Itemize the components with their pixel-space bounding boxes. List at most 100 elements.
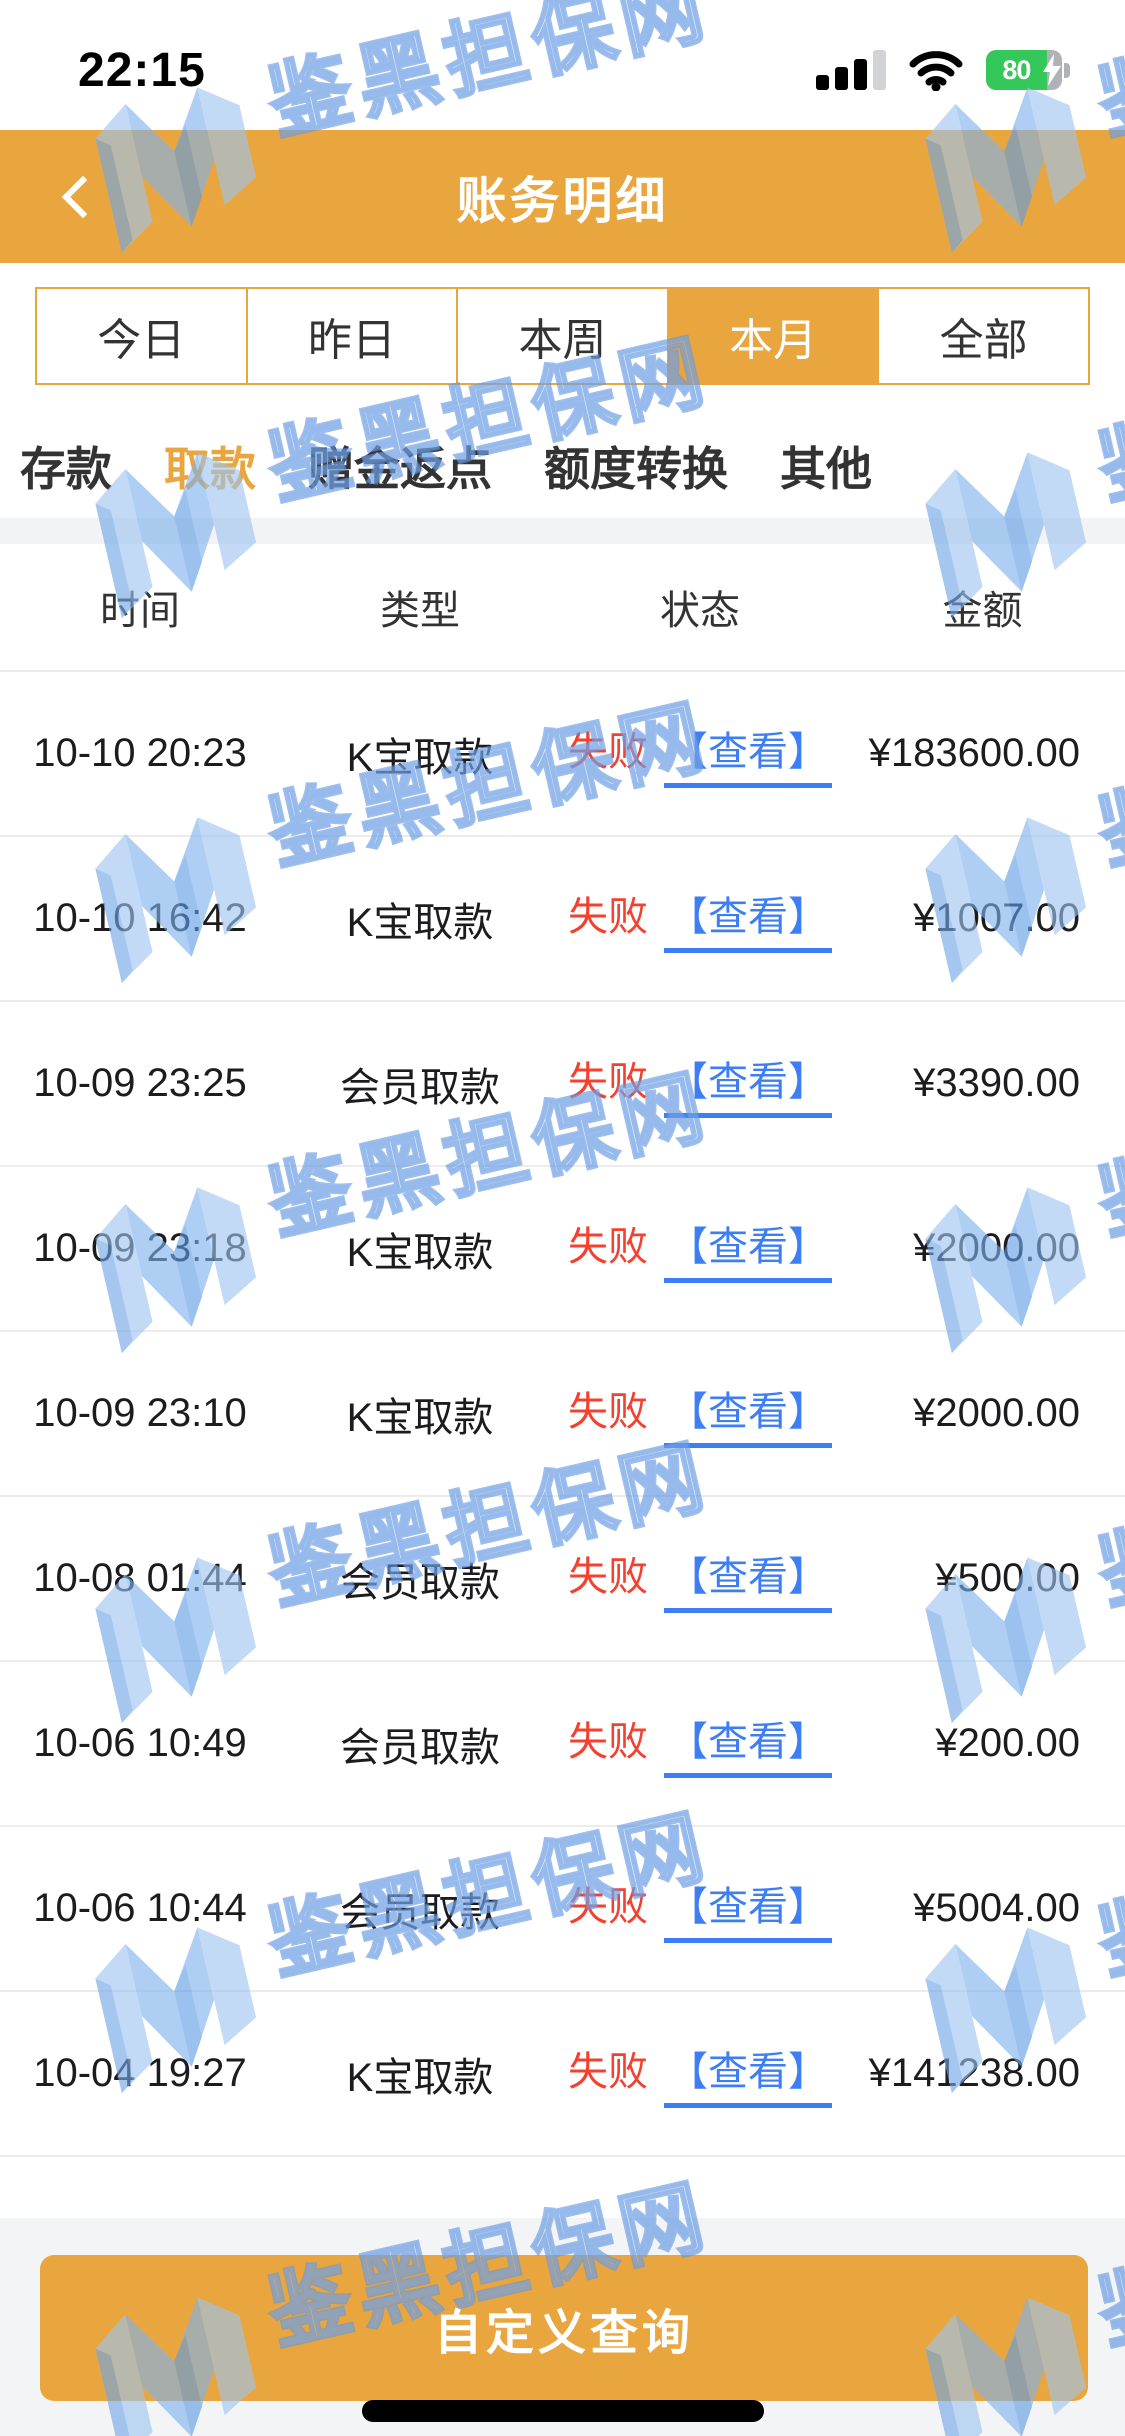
page-title: 账务明细	[456, 172, 669, 229]
table-row: 10-06 10:49 会员取款 失败 【查看】 ¥200.00	[0, 1662, 1125, 1827]
row-type: K宝取款	[346, 1395, 494, 1440]
clock: 22:15	[78, 43, 206, 97]
table-row: 10-04 19:27 K宝取款 失败 【查看】 ¥141238.00	[0, 1992, 1125, 2157]
date-tab-label: 本周	[518, 316, 607, 365]
row-status: 失败 【查看】	[560, 1544, 840, 1613]
row-time: 10-09 23:18	[33, 1226, 247, 1270]
category-tab-1[interactable]: 取款	[164, 443, 256, 495]
column-header-type: 类型	[380, 589, 460, 633]
row-type: K宝取款	[346, 900, 494, 945]
status-bar: 22:15 80	[0, 0, 1125, 130]
status-icons: 80	[816, 49, 1070, 91]
row-amount: ¥5004.00	[913, 1886, 1080, 1930]
table-row: 10-09 23:10 K宝取款 失败 【查看】 ¥2000.00	[0, 1332, 1125, 1497]
date-filter-tab-0[interactable]: 今日	[37, 289, 246, 383]
row-time: 10-08 01:44	[33, 1556, 247, 1600]
row-status: 失败 【查看】	[560, 1214, 840, 1283]
view-details-link[interactable]: 【查看】	[664, 1709, 832, 1778]
view-details-link[interactable]: 【查看】	[664, 1049, 832, 1118]
row-time: 10-09 23:10	[33, 1391, 247, 1435]
row-type: 会员取款	[340, 1065, 500, 1110]
row-type: K宝取款	[346, 735, 494, 780]
transactions-table: 时间 类型 状态 金额 10-10 20:23 K宝取款 失败 【查看】 ¥183…	[0, 544, 1125, 2157]
row-amount: ¥2000.00	[913, 1391, 1080, 1435]
row-status: 失败 【查看】	[560, 1049, 840, 1118]
date-filter-tab-2[interactable]: 本周	[456, 289, 667, 383]
status-failed-text: 失败	[568, 2050, 648, 2094]
table-header-row: 时间 类型 状态 金额	[0, 544, 1125, 672]
row-status: 失败 【查看】	[560, 719, 840, 788]
charging-bolt-icon	[1043, 54, 1061, 86]
row-amount: ¥141238.00	[868, 2051, 1080, 2095]
date-tab-label: 全部	[939, 316, 1028, 365]
category-tab-3[interactable]: 额度转换	[544, 443, 728, 495]
status-failed-text: 失败	[568, 1885, 648, 1929]
custom-query-button[interactable]: 自定义查询	[40, 2255, 1088, 2401]
column-header-time: 时间	[100, 589, 180, 633]
view-details-link[interactable]: 【查看】	[664, 1874, 832, 1943]
view-details-link[interactable]: 【查看】	[664, 1544, 832, 1613]
category-tabs: 存款 取款 赠金返点 额度转换 其他	[0, 418, 1125, 514]
view-details-link[interactable]: 【查看】	[664, 1379, 832, 1448]
row-amount: ¥200.00	[935, 1721, 1080, 1765]
date-tab-label: 今日	[97, 316, 186, 365]
row-type: K宝取款	[346, 2055, 494, 2100]
date-filter-tab-3[interactable]: 本月	[666, 289, 878, 383]
battery-icon: 80	[986, 50, 1070, 90]
view-details-link[interactable]: 【查看】	[664, 2039, 832, 2108]
row-status: 失败 【查看】	[560, 1709, 840, 1778]
row-type: 会员取款	[340, 1725, 500, 1770]
row-time: 10-09 23:25	[33, 1061, 247, 1105]
date-filter-tab-4[interactable]: 全部	[877, 289, 1088, 383]
row-status: 失败 【查看】	[560, 1874, 840, 1943]
date-filter-tabs: 今日 昨日 本周 本月 全部	[35, 287, 1090, 385]
column-header-amount: 金额	[942, 589, 1023, 633]
row-time: 10-04 19:27	[33, 2051, 247, 2095]
table-row: 10-10 20:23 K宝取款 失败 【查看】 ¥183600.00	[0, 672, 1125, 837]
signal-strength-icon	[816, 50, 886, 90]
chevron-left-icon	[61, 175, 105, 218]
category-tab-0[interactable]: 存款	[20, 443, 112, 495]
status-failed-text: 失败	[568, 1390, 648, 1434]
row-amount: ¥183600.00	[868, 731, 1080, 775]
row-time: 10-10 16:42	[33, 896, 247, 940]
row-type: 会员取款	[340, 1560, 500, 1605]
home-indicator	[361, 2400, 764, 2422]
row-status: 失败 【查看】	[560, 2039, 840, 2108]
row-status: 失败 【查看】	[560, 884, 840, 953]
status-failed-text: 失败	[568, 1060, 648, 1104]
row-type: K宝取款	[346, 1230, 494, 1275]
page-header: 账务明细	[0, 130, 1125, 263]
status-failed-text: 失败	[568, 1225, 648, 1269]
status-failed-text: 失败	[568, 895, 648, 939]
table-row: 10-06 10:44 会员取款 失败 【查看】 ¥5004.00	[0, 1827, 1125, 1992]
date-tab-label: 昨日	[307, 316, 396, 365]
row-type: 会员取款	[340, 1890, 500, 1935]
row-amount: ¥500.00	[935, 1556, 1080, 1600]
date-tab-label: 本月	[729, 316, 818, 365]
table-row: 10-08 01:44 会员取款 失败 【查看】 ¥500.00	[0, 1497, 1125, 1662]
category-tab-4[interactable]: 其他	[780, 443, 872, 495]
row-status: 失败 【查看】	[560, 1379, 840, 1448]
row-amount: ¥3390.00	[913, 1061, 1080, 1105]
table-body: 10-10 20:23 K宝取款 失败 【查看】 ¥183600.00 10-10…	[0, 672, 1125, 2157]
view-details-link[interactable]: 【查看】	[664, 1214, 832, 1283]
battery-percent: 80	[1002, 54, 1031, 85]
table-row: 10-09 23:25 会员取款 失败 【查看】 ¥3390.00	[0, 1002, 1125, 1167]
view-details-link[interactable]: 【查看】	[664, 719, 832, 788]
status-failed-text: 失败	[568, 730, 648, 774]
row-time: 10-06 10:44	[33, 1886, 247, 1930]
wifi-icon	[908, 49, 964, 91]
status-failed-text: 失败	[568, 1555, 648, 1599]
date-filter-tab-1[interactable]: 昨日	[245, 289, 457, 383]
row-amount: ¥1007.00	[913, 896, 1080, 940]
row-time: 10-10 20:23	[33, 731, 247, 775]
category-tab-2[interactable]: 赠金返点	[308, 443, 492, 495]
row-amount: ¥2000.00	[913, 1226, 1080, 1270]
view-details-link[interactable]: 【查看】	[664, 884, 832, 953]
back-button[interactable]	[48, 167, 108, 227]
table-row: 10-09 23:18 K宝取款 失败 【查看】 ¥2000.00	[0, 1167, 1125, 1332]
section-divider	[0, 518, 1125, 544]
row-time: 10-06 10:49	[33, 1721, 247, 1765]
